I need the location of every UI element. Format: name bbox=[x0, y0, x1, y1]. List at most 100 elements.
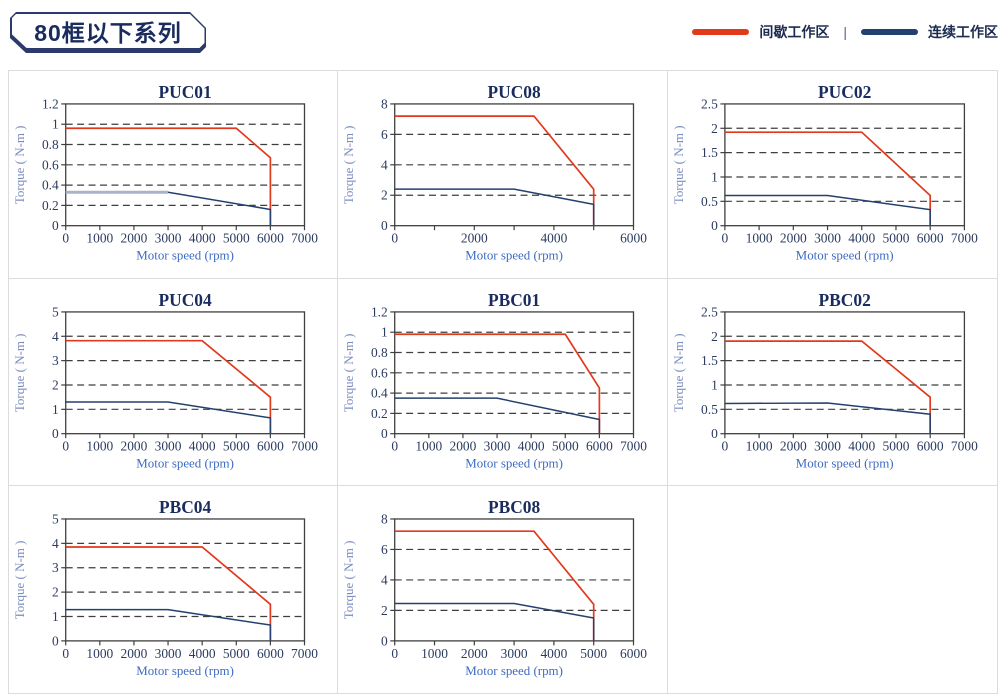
y-tick-label: 0.5 bbox=[701, 401, 718, 416]
x-axis-label: Motor speed (rpm) bbox=[466, 455, 564, 470]
y-tick-label: 2 bbox=[381, 603, 388, 618]
x-tick-label: 7000 bbox=[291, 646, 318, 661]
y-tick-label: 3 bbox=[52, 560, 59, 575]
chart-PUC01: PUC01 0 0.2 0.4 0.6 0.8 1 1.2 0 1000 2000 3000 4000 5… bbox=[12, 82, 318, 263]
chart-cell-PBC01: PBC01 0 0.2 0.4 0.6 0.8 1 1.2 0 1000 2000 3000 4000 5… bbox=[338, 278, 668, 487]
x-tick-label: 6000 bbox=[916, 438, 943, 453]
x-tick-label: 0 bbox=[62, 231, 69, 246]
legend-label-continuous: 连续工作区 bbox=[928, 24, 998, 40]
x-tick-label: 7000 bbox=[291, 438, 318, 453]
x-tick-label: 1000 bbox=[745, 231, 772, 246]
x-tick-label: 1000 bbox=[745, 438, 772, 453]
page-header: 80框以下系列 间歇工作区 | 连续工作区 bbox=[0, 0, 1006, 70]
x-tick-label: 7000 bbox=[951, 231, 978, 246]
x-tick-label: 6000 bbox=[257, 438, 284, 453]
chart-cell-PUC02: PUC02 0 0.5 1 1.5 2 2.5 0 1000 2000 3000 4000 5000 60… bbox=[667, 71, 997, 279]
y-tick-label: 0.2 bbox=[371, 405, 388, 420]
y-tick-label: 3 bbox=[52, 353, 59, 368]
intermittent-zone-line bbox=[65, 546, 272, 642]
x-tick-label: 3000 bbox=[155, 646, 182, 661]
x-tick-label: 0 bbox=[392, 231, 399, 246]
y-tick-label: 6 bbox=[381, 127, 388, 142]
y-tick-label: 4 bbox=[52, 536, 59, 551]
y-tick-label: 0.4 bbox=[371, 385, 388, 400]
chart-PBC02: PBC02 0 0.5 1 1.5 2 2.5 0 1000 2000 3000 4000 5000 60… bbox=[671, 290, 978, 471]
y-tick-label: 1.5 bbox=[701, 145, 718, 160]
x-axis-label: Motor speed (rpm) bbox=[466, 663, 564, 678]
continuous-zone-line bbox=[395, 188, 595, 226]
legend-label-intermittent: 间歇工作区 bbox=[759, 24, 830, 40]
intermittent-zone-line bbox=[395, 332, 601, 434]
x-tick-label: 1000 bbox=[86, 646, 113, 661]
x-tick-label: 7000 bbox=[620, 438, 647, 453]
x-tick-label: 4000 bbox=[848, 231, 875, 246]
chart-title: PBC04 bbox=[159, 497, 211, 517]
x-tick-label: 6000 bbox=[620, 646, 647, 661]
y-tick-label: 0 bbox=[381, 426, 388, 441]
x-tick-label: 0 bbox=[721, 438, 728, 453]
y-tick-label: 4 bbox=[381, 157, 388, 172]
x-tick-label: 7000 bbox=[291, 231, 318, 246]
chart-title: PUC01 bbox=[159, 82, 212, 102]
chart-title: PBC01 bbox=[488, 289, 540, 309]
series-title: 80框以下系列 bbox=[34, 19, 182, 46]
y-tick-label: 0.8 bbox=[371, 345, 388, 360]
chart-title: PBC02 bbox=[818, 290, 870, 310]
x-tick-label: 4000 bbox=[848, 438, 875, 453]
intermittent-zone-line bbox=[395, 115, 595, 226]
x-axis-label: Motor speed (rpm) bbox=[136, 455, 234, 470]
x-tick-label: 0 bbox=[62, 646, 69, 661]
y-axis-label: Torque ( N-m ) bbox=[341, 125, 356, 204]
x-tick-label: 7000 bbox=[951, 438, 978, 453]
x-axis-label: Motor speed (rpm) bbox=[795, 248, 893, 263]
x-tick-label: 6000 bbox=[257, 231, 284, 246]
x-axis-label: Motor speed (rpm) bbox=[466, 248, 564, 263]
x-tick-label: 2000 bbox=[450, 438, 477, 453]
y-tick-label: 0.4 bbox=[42, 178, 59, 193]
y-axis-label: Torque ( N-m ) bbox=[341, 541, 356, 620]
x-tick-label: 3000 bbox=[501, 646, 528, 661]
continuous-zone-line bbox=[65, 400, 272, 434]
legend-separator: | bbox=[843, 24, 847, 40]
continuous-zone-line bbox=[724, 401, 931, 434]
y-tick-label: 1 bbox=[52, 401, 59, 416]
chart-cell-PBC04: PBC04 0 1 2 3 4 5 0 1000 2000 3000 4000 5000 6000 7000… bbox=[9, 486, 339, 693]
y-tick-label: 1 bbox=[711, 169, 718, 184]
plot-frame bbox=[723, 310, 965, 434]
chart-PUC02: PUC02 0 0.5 1 1.5 2 2.5 0 1000 2000 3000 4000 5000 60… bbox=[671, 82, 978, 263]
y-tick-label: 1 bbox=[52, 117, 59, 132]
plot-frame bbox=[65, 518, 306, 642]
x-tick-label: 1000 bbox=[86, 438, 113, 453]
y-tick-label: 0 bbox=[52, 218, 59, 233]
continuous-zone-line bbox=[65, 609, 272, 642]
y-tick-label: 2 bbox=[711, 328, 718, 343]
y-tick-label: 0.8 bbox=[42, 137, 59, 152]
x-tick-label: 3000 bbox=[814, 231, 841, 246]
chart-cell-PUC08: PUC08 0 2 4 6 8 0 2000 4000 6000 Torque ( N-m ) Mot… bbox=[338, 71, 668, 279]
y-tick-label: 8 bbox=[381, 96, 388, 111]
chart-PBC04: PBC04 0 1 2 3 4 5 0 1000 2000 3000 4000 5000 6000 7000… bbox=[12, 497, 318, 678]
x-tick-label: 1000 bbox=[416, 438, 443, 453]
x-tick-label: 6000 bbox=[916, 231, 943, 246]
intermittent-zone-line bbox=[724, 339, 931, 434]
chart-cell-PUC01: PUC01 0 0.2 0.4 0.6 0.8 1 1.2 0 1000 2000 3000 4000 5… bbox=[9, 71, 339, 279]
y-axis-label: Torque ( N-m ) bbox=[12, 541, 27, 620]
series-title-badge-inner: 80框以下系列 bbox=[12, 14, 205, 49]
x-tick-label: 4000 bbox=[541, 231, 568, 246]
intermittent-zone-line bbox=[65, 339, 272, 434]
x-axis-label: Motor speed (rpm) bbox=[136, 248, 234, 263]
x-tick-label: 1000 bbox=[421, 646, 448, 661]
x-tick-label: 0 bbox=[392, 646, 399, 661]
x-tick-label: 2000 bbox=[780, 438, 807, 453]
y-tick-label: 2 bbox=[711, 121, 718, 136]
y-tick-label: 8 bbox=[381, 512, 388, 527]
chart-PUC08: PUC08 0 2 4 6 8 0 2000 4000 6000 Torque ( N-m ) Mot… bbox=[341, 82, 647, 263]
y-tick-label: 0 bbox=[52, 426, 59, 441]
y-tick-label: 2 bbox=[381, 188, 388, 203]
x-axis-label: Motor speed (rpm) bbox=[136, 663, 234, 678]
legend-swatch-continuous bbox=[861, 29, 918, 35]
y-tick-label: 0.6 bbox=[371, 365, 388, 380]
x-tick-label: 4000 bbox=[189, 646, 216, 661]
x-tick-label: 0 bbox=[62, 438, 69, 453]
x-tick-label: 2000 bbox=[461, 646, 488, 661]
